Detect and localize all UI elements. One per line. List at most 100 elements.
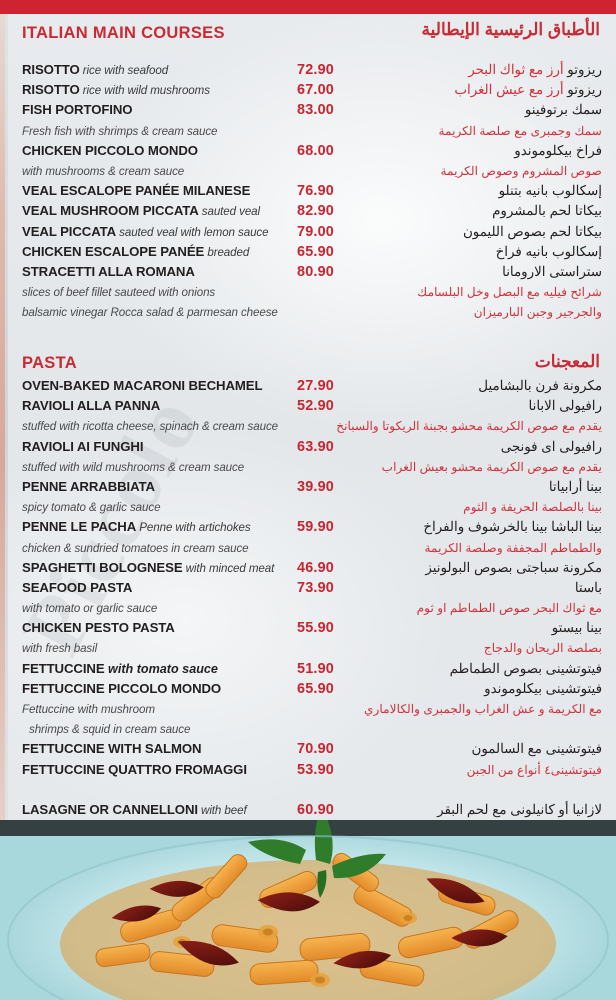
left-edge-strip-secondary <box>5 14 8 820</box>
menu-item-row: SEAFOOD PASTA 73.90 <box>22 578 334 598</box>
menu-item-name: RISOTTO <box>22 62 80 77</box>
menu-item-name: VEAL MUSHROOM PICCATA <box>22 203 199 219</box>
top-red-bar <box>0 0 616 14</box>
menu-item-price: 52.90 <box>296 398 334 415</box>
menu-item-name: PENNE LE PACHA <box>22 519 137 535</box>
menu-item-row: RISOTTO rice with seafood 72.90 <box>22 60 334 80</box>
menu-item-subtitle: sauted veal <box>198 205 260 219</box>
menu-item-row: LASAGNE OR CANNELLONI with beef 60.90 <box>22 800 334 820</box>
menu-item-name: FISH PORTOFINO <box>22 102 133 118</box>
menu-content: ITALIAN MAIN COURSES الأطباق الرئيسية ال… <box>0 14 616 838</box>
menu-item-description-ar: شرائح فيليه مع البصل وخل البلسامك <box>417 285 602 300</box>
menu-item-row: PENNE ARRABBIATA 39.90 <box>22 477 334 497</box>
description-text: chicken & sundried tomatoes in cream sau… <box>22 541 249 555</box>
menu-item-price: 39.90 <box>296 478 334 495</box>
menu-item-row: VEAL MUSHROOM PICCATA sauted veal 82.90 <box>22 201 334 221</box>
description-text: Fresh fish with shrimps & cream sauce <box>22 124 218 138</box>
menu-item-name: FETTUCCINE WITH SALMON <box>22 741 202 757</box>
menu-item-name: FETTUCCINE <box>22 660 105 676</box>
menu-item-name: VEAL ESCALOPE PANÉE MILANESE <box>22 183 251 199</box>
menu-item-price: 67.00 <box>296 82 334 99</box>
menu-item-price: 63.90 <box>296 438 334 455</box>
menu-item-name: FETTUCCINE PICCOLO MONDO <box>22 680 222 696</box>
menu-item-name-ar: لازانيا أو كانيلونى مع لحم البقر <box>437 801 602 817</box>
menu-item-row: CHICKEN PESTO PASTA 55.90 <box>22 618 334 638</box>
menu-item-price: 76.90 <box>296 183 334 200</box>
menu-list-ar-italian-main-courses: ريزوتو أرز مع ثواك البحر ريزوتو أرز مع عي… <box>334 60 602 322</box>
menu-item-name-ar: إسكالوب بانيه بتنلو <box>498 183 602 199</box>
menu-item-description-ar <box>334 719 602 739</box>
menu-item-price: 82.90 <box>296 203 334 220</box>
menu-item-name: CHICKEN PESTO PASTA <box>22 620 175 636</box>
menu-item-name-ar: فيتوتشينى مع السالمون <box>471 741 602 757</box>
menu-item-name: OVEN-BAKED MACARONI BECHAMEL <box>22 378 263 393</box>
dish-photo-illustration <box>0 820 616 1000</box>
menu-item-description: balsamic vinegar Rocca salad & parmesan … <box>22 302 334 322</box>
menu-item-row: CHICKEN ESCALOPE PANÉE breaded 65.90 <box>22 242 334 262</box>
menu-item-row: RAVIOLI AI FUNGHI 63.90 <box>22 437 334 457</box>
menu-item-subtitle: with beef <box>197 803 247 817</box>
menu-list-en-italian-main-courses: RISOTTO rice with seafood 72.90 RISOTTO ri… <box>22 60 334 322</box>
menu-item-price: 59.90 <box>296 519 334 536</box>
description-text: spicy tomato & garlic sauce <box>22 501 161 515</box>
section-title-pasta-en: PASTA <box>22 354 77 372</box>
description-text: balsamic vinegar Rocca salad & parmesan … <box>22 306 278 320</box>
menu-item-name: LASAGNE OR CANNELLONI <box>22 801 198 817</box>
menu-item-price: 60.90 <box>296 801 334 818</box>
menu-item-price: 83.00 <box>296 102 334 119</box>
menu-item-row: PENNE LE PACHA Penne with artichokes 59.9… <box>22 517 334 537</box>
menu-item-row: RAVIOLI ALLA PANNA 52.90 <box>22 396 334 416</box>
menu-item-row: CHICKEN PICCOLO MONDO 68.00 <box>22 141 334 161</box>
menu-item-price: 79.00 <box>296 223 334 240</box>
menu-item-description-ar: يقدم مع صوص الكريمة محشو بعيش الغراب <box>381 459 602 474</box>
menu-item-price: 80.90 <box>296 263 334 280</box>
menu-item-name: PENNE ARRABBIATA <box>22 478 155 494</box>
menu-item-row: RISOTTO rice with wild mushrooms 67.00 <box>22 80 334 100</box>
menu-item-name: RISOTTO <box>22 82 80 98</box>
menu-item-name-ar: باستا <box>574 579 602 595</box>
menu-item-description-ar: صوص المشروم وصوص الكريمة <box>440 163 602 178</box>
menu-item-name-ar: مكرونة فرن بالبشاميل <box>478 378 602 393</box>
menu-item-description-ar: بصلصة الريحان والدجاج <box>483 641 602 656</box>
menu-item-name-ar: فيتوتشينى٤ أنواع من الجبن <box>466 762 602 777</box>
menu-item-name: CHICKEN PICCOLO MONDO <box>22 142 198 158</box>
left-edge-strip <box>0 14 5 820</box>
menu-item-name-ar: ستراستى الارومانا <box>502 263 602 279</box>
menu-item-name: SEAFOOD PASTA <box>22 579 133 595</box>
menu-item-name: STRACETTI ALLA ROMANA <box>22 263 195 279</box>
menu-item-description-ar: مع ثواك البحر صوص الطماطم او ثوم <box>416 601 602 616</box>
menu-spacer-ar <box>334 780 602 800</box>
menu-item-name: VEAL PICCATA <box>22 223 117 239</box>
menu-item-name: CHICKEN ESCALOPE PANÉE <box>22 243 205 259</box>
menu-item-description: slices of beef fillet sauteed with onion… <box>22 282 334 302</box>
menu-item-subtitle: with tomato sauce <box>104 661 218 676</box>
menu-item-name: SPAGHETTI BOLOGNESE <box>22 559 183 575</box>
menu-item-description: shrimps & squid in cream sauce <box>22 719 334 739</box>
menu-item-description-ar: بينا بالصلصة الحريفة و الثوم <box>463 500 602 515</box>
description-text: stuffed with ricotta cheese, spinach & c… <box>22 420 278 434</box>
menu-item-row: FETTUCCINE QUATTRO FROMAGGI 53.90 <box>22 760 334 780</box>
menu-item-description: chicken & sundried tomatoes in cream sau… <box>22 538 334 558</box>
menu-item-name: FETTUCCINE QUATTRO FROMAGGI <box>22 761 247 777</box>
description-text: with tomato or garlic sauce <box>22 602 158 616</box>
menu-item-price: 65.90 <box>296 680 334 697</box>
menu-item-subtitle: with minced meat <box>182 561 275 575</box>
menu-item-name-ar: فيتوتشينى بصوص الطماطم <box>449 660 602 676</box>
menu-item-name-ar: رافيولى الابانا <box>528 398 602 414</box>
menu-item-row: OVEN-BAKED MACARONI BECHAMEL 27.90 <box>22 376 334 396</box>
menu-spacer <box>22 780 334 800</box>
menu-item-description-ar: والجرجير وجبن البارميزان <box>473 305 602 320</box>
description-text: shrimps & squid in cream sauce <box>29 723 191 737</box>
menu-item-description: with tomato or garlic sauce <box>22 598 334 618</box>
menu-item-row: FETTUCCINE PICCOLO MONDO 65.90 <box>22 679 334 699</box>
menu-item-price: 73.90 <box>296 579 334 596</box>
menu-item-name-ar: بيكاتا لحم بصوص الليمون <box>462 223 602 239</box>
menu-item-subtitle: breaded <box>204 245 250 259</box>
menu-item-description: stuffed with wild mushrooms & cream sauc… <box>22 457 334 477</box>
description-text: with fresh basil <box>22 642 98 656</box>
menu-item-row: FISH PORTOFINO 83.00 <box>22 100 334 120</box>
menu-item-row: VEAL ESCALOPE PANÉE MILANESE 76.90 <box>22 181 334 201</box>
description-text: Fettuccine with mushroom <box>22 703 155 716</box>
description-text: stuffed with wild mushrooms & cream sauc… <box>22 460 245 474</box>
section-title-italian-main-courses-ar: الأطباق الرئيسية الإيطالية <box>421 20 600 39</box>
